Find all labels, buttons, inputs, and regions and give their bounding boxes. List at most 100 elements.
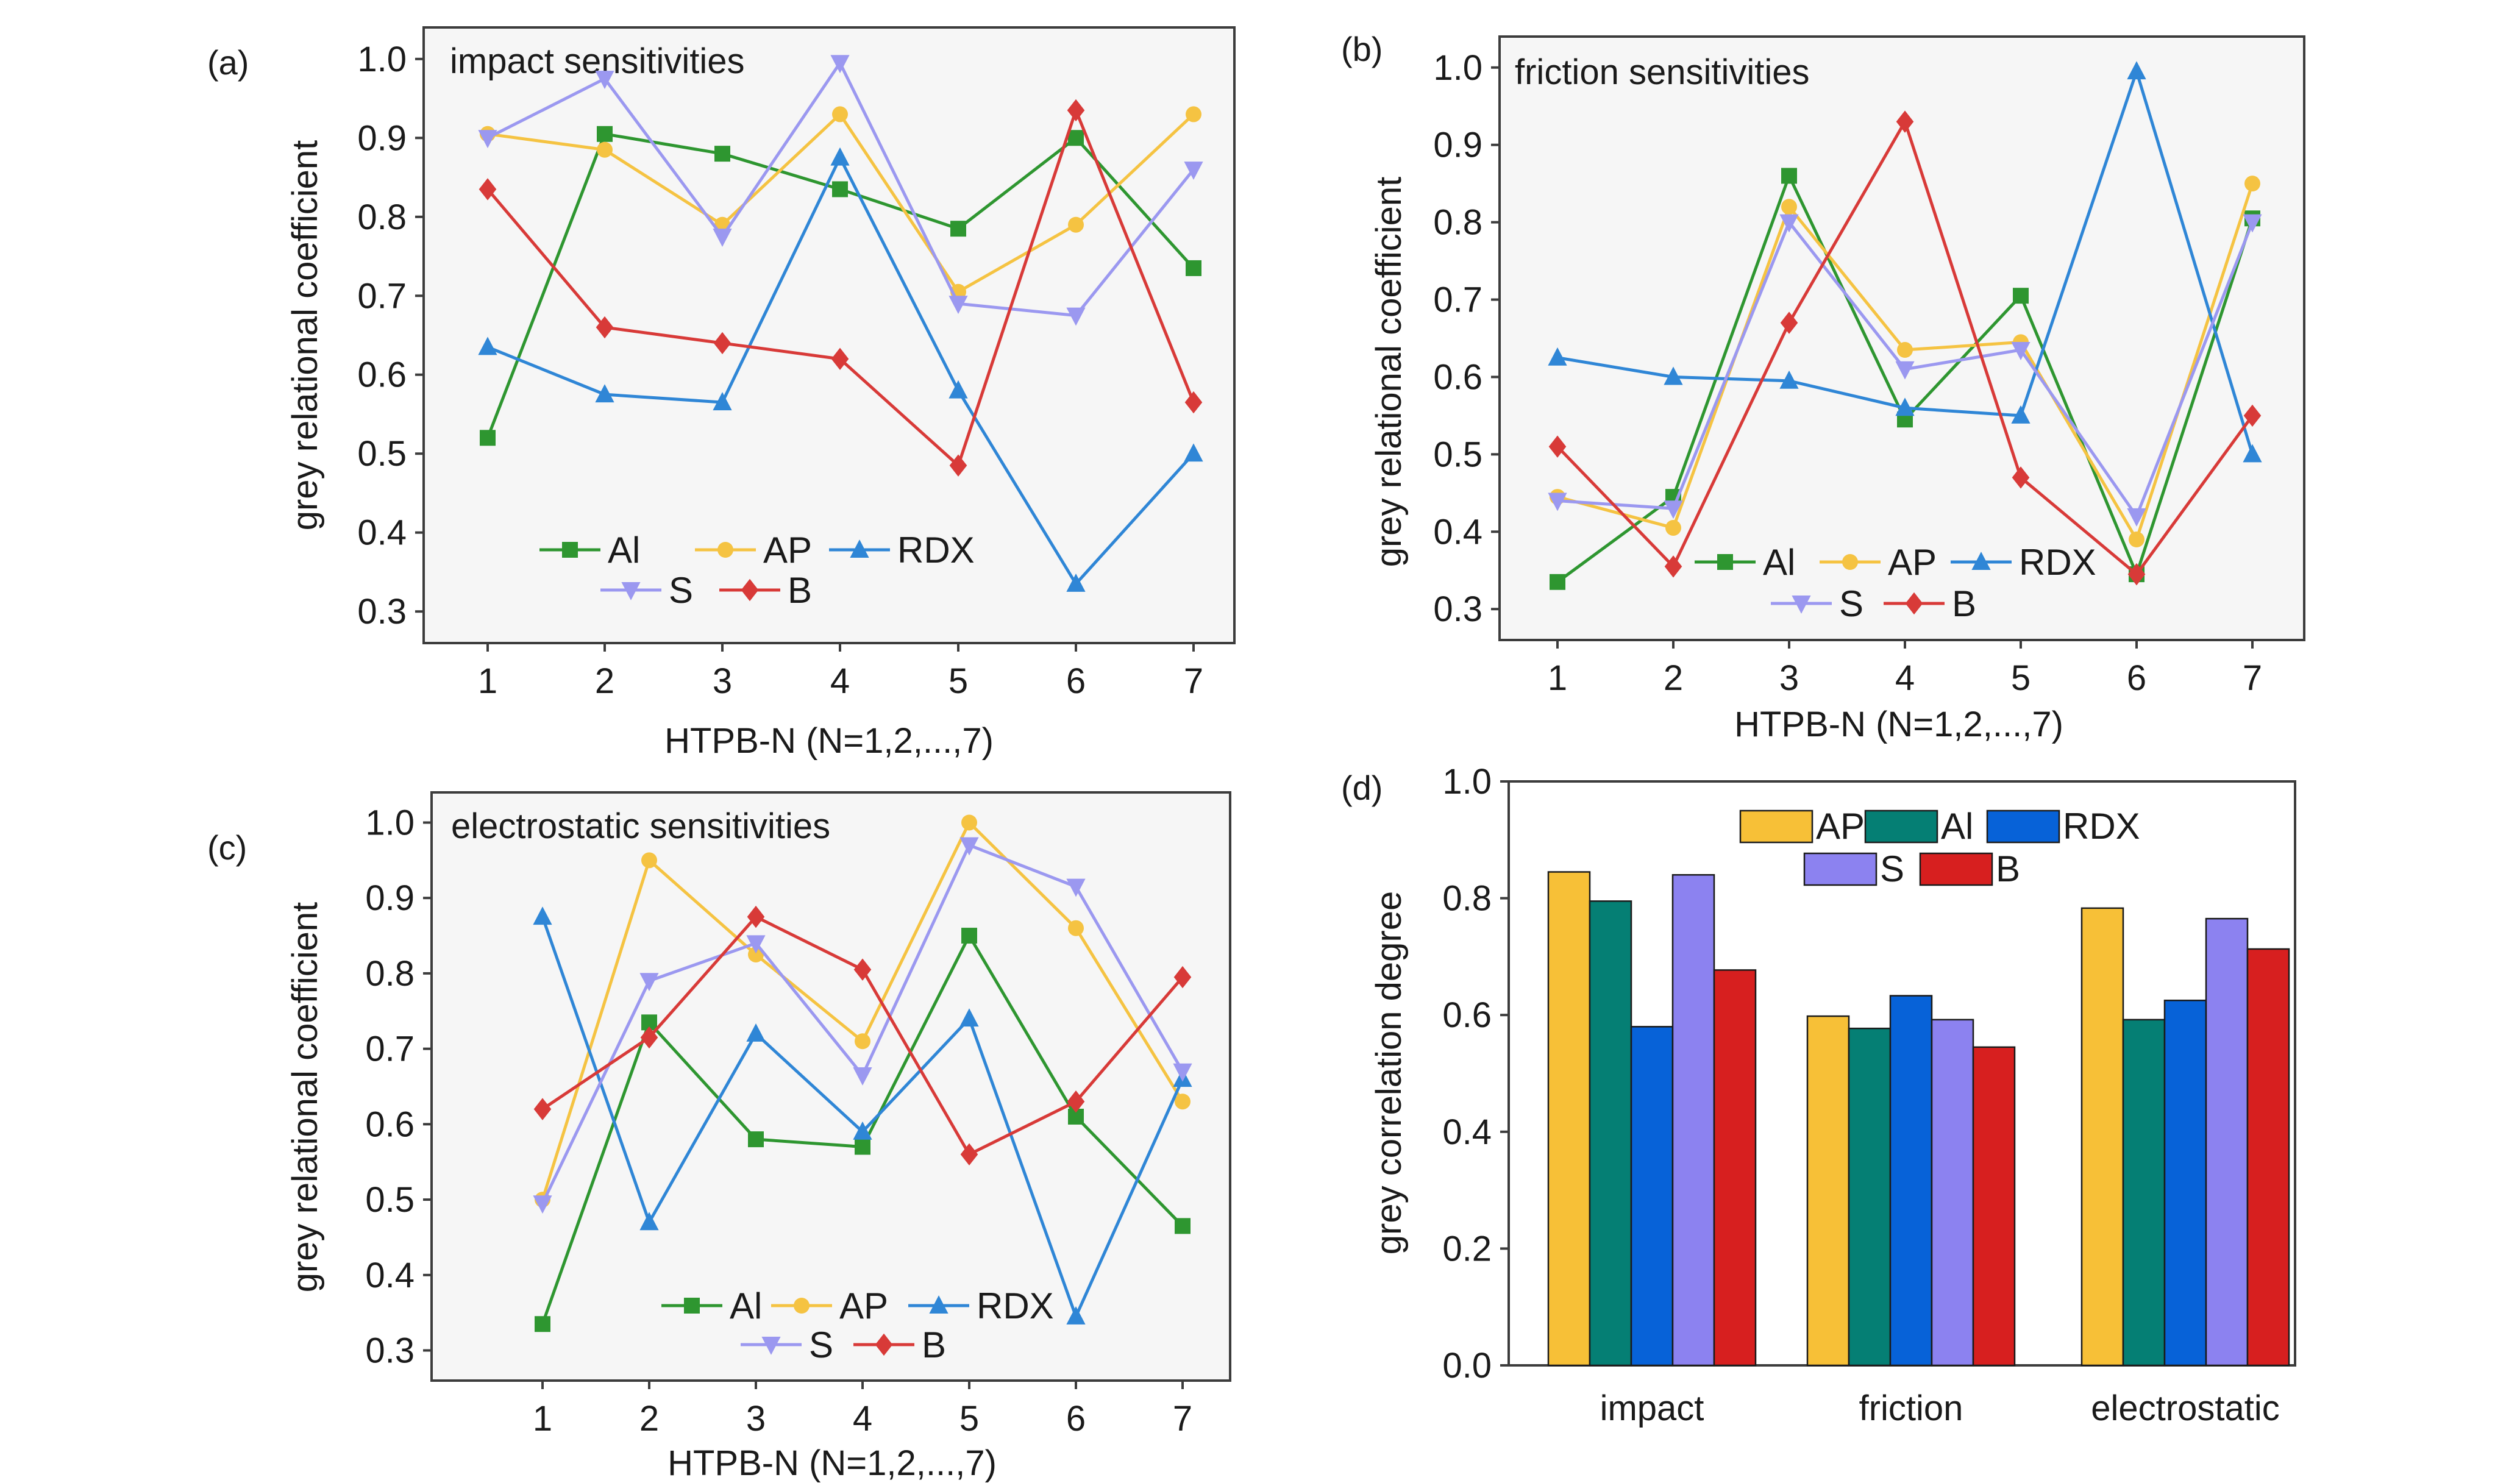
panel-d-bars — [1547, 871, 2290, 1367]
x-tick-label: 1 — [1548, 658, 1567, 698]
y-tick-label: 1.0 — [357, 40, 407, 79]
legend-swatch-b — [1919, 852, 1993, 886]
x-tick-label: 1 — [533, 1399, 552, 1439]
legend-marker-al — [1717, 554, 1733, 570]
data-point-rdx — [853, 1121, 872, 1140]
legend-label-b: B — [1996, 848, 2020, 889]
data-point-ap — [597, 141, 613, 158]
data-point-al — [714, 146, 730, 162]
legend-label-b: B — [1952, 583, 1976, 624]
legend-label-s: S — [669, 570, 693, 611]
data-point-rdx — [1548, 347, 1567, 366]
y-tick-label: 0.9 — [357, 118, 407, 158]
data-point-ap — [2244, 176, 2260, 192]
data-point-b — [2012, 466, 2030, 489]
panel-b-series — [1548, 61, 2262, 590]
y-tick-label: 0.8 — [357, 197, 407, 237]
y-tick-label: 0.3 — [365, 1331, 415, 1371]
data-point-b — [831, 347, 849, 371]
data-point-b — [1780, 311, 1798, 334]
data-point-rdx — [949, 380, 968, 399]
legend-label-ap: AP — [1816, 806, 1865, 847]
data-point-rdx — [2243, 444, 2262, 463]
data-point-rdx — [1664, 366, 1683, 385]
legend-marker-b — [875, 1333, 893, 1356]
x-tick-label: 5 — [949, 661, 968, 701]
y-tick-label: 0.7 — [1433, 280, 1482, 320]
panel-d-bar-chart: (d) 0.0 0.2 0.4 0.6 0.8 1.0 impact friction ele… — [1341, 762, 2296, 1428]
data-point-rdx — [1779, 370, 1799, 389]
data-point-s — [1664, 500, 1683, 519]
bar-electrostatic-rdx — [2163, 1000, 2207, 1367]
bar-impact-b — [1713, 969, 1757, 1367]
data-point-s — [1066, 307, 1086, 326]
x-tick-label: 6 — [1066, 661, 1086, 701]
data-point-s — [746, 935, 766, 954]
data-point-b — [1067, 1090, 1085, 1113]
data-point-s — [2011, 342, 2031, 360]
data-point-b — [1548, 435, 1567, 458]
data-point-b — [1173, 966, 1192, 989]
panel-d-x-ticks: impact friction electrostatic — [1600, 1389, 2280, 1428]
x-tick-label: 3 — [746, 1399, 766, 1439]
data-point-b — [2243, 404, 2262, 427]
panel-d-y-axis-title: grey correlation degree — [1369, 891, 1409, 1254]
panel-a-legend: Al AP RDX S B — [539, 530, 975, 611]
data-point-b — [1184, 391, 1203, 414]
data-point-rdx — [1066, 573, 1086, 592]
data-point-s — [1548, 493, 1567, 511]
data-point-ap — [1068, 216, 1084, 233]
panel-a-x-ticks: 1 2 3 4 5 6 7 — [478, 643, 1203, 701]
panel-c-label: (c) — [207, 828, 247, 867]
data-point-rdx — [2127, 61, 2146, 80]
legend-label-rdx: RDX — [897, 530, 975, 571]
data-point-b — [533, 1098, 552, 1120]
legend-marker-b — [741, 578, 759, 602]
panel-b-y-ticks: 0.3 0.4 0.5 0.6 0.7 0.8 0.9 1.0 — [1433, 48, 1500, 629]
x-tick-label: 1 — [478, 661, 497, 701]
data-point-al — [748, 1131, 764, 1148]
legend-marker-ap — [1842, 554, 1858, 570]
data-point-al — [1550, 574, 1565, 590]
data-point-s — [533, 1195, 552, 1214]
data-point-b — [1067, 99, 1085, 122]
data-point-b — [479, 178, 497, 201]
y-tick-label: 0.2 — [1442, 1229, 1492, 1268]
panel-a-label: (a) — [207, 43, 249, 82]
data-point-s — [478, 130, 497, 149]
data-point-ap — [641, 852, 657, 869]
data-point-rdx — [746, 1023, 766, 1042]
y-tick-label: 0.4 — [1433, 512, 1482, 552]
bar-impact-ap — [1547, 871, 1591, 1367]
data-point-rdx — [1184, 443, 1203, 462]
data-point-rdx — [959, 1008, 979, 1027]
panel-b-y-axis-title: grey relational coefficient — [1369, 177, 1409, 567]
legend-label-al: Al — [1763, 542, 1795, 583]
panel-b-x-ticks: 1 2 3 4 5 6 7 — [1548, 640, 2262, 698]
data-point-rdx — [830, 147, 850, 166]
data-point-al — [950, 221, 966, 237]
legend-label-s: S — [1880, 848, 1904, 889]
data-point-b — [949, 454, 967, 477]
legend-marker-al — [562, 542, 578, 558]
legend-label-rdx: RDX — [2063, 806, 2140, 847]
legend-swatch-rdx — [1986, 809, 2060, 844]
y-tick-label: 0.6 — [1442, 995, 1492, 1035]
bar-impact-s — [1671, 874, 1715, 1367]
panel-b-title: friction sensitivities — [1515, 52, 1809, 92]
legend-marker-b — [1905, 592, 1923, 615]
data-point-b — [640, 1026, 658, 1049]
y-tick-label: 0.4 — [365, 1256, 415, 1295]
panel-c-legend: Al AP RDX S B — [661, 1286, 1054, 1365]
x-tick-label: 5 — [2011, 658, 2031, 698]
x-tick-label: 3 — [1779, 658, 1799, 698]
data-point-s — [639, 973, 659, 992]
y-tick-label: 0.3 — [1433, 589, 1482, 629]
bar-electrostatic-al — [2122, 1019, 2166, 1367]
x-tick-label: 2 — [595, 661, 614, 701]
data-point-al — [832, 181, 848, 197]
data-point-s — [949, 296, 968, 315]
data-point-s — [2243, 214, 2262, 233]
data-point-ap — [1781, 199, 1797, 215]
panel-a-y-ticks: 0.3 0.4 0.5 0.6 0.7 0.8 0.9 1.0 — [357, 40, 424, 631]
